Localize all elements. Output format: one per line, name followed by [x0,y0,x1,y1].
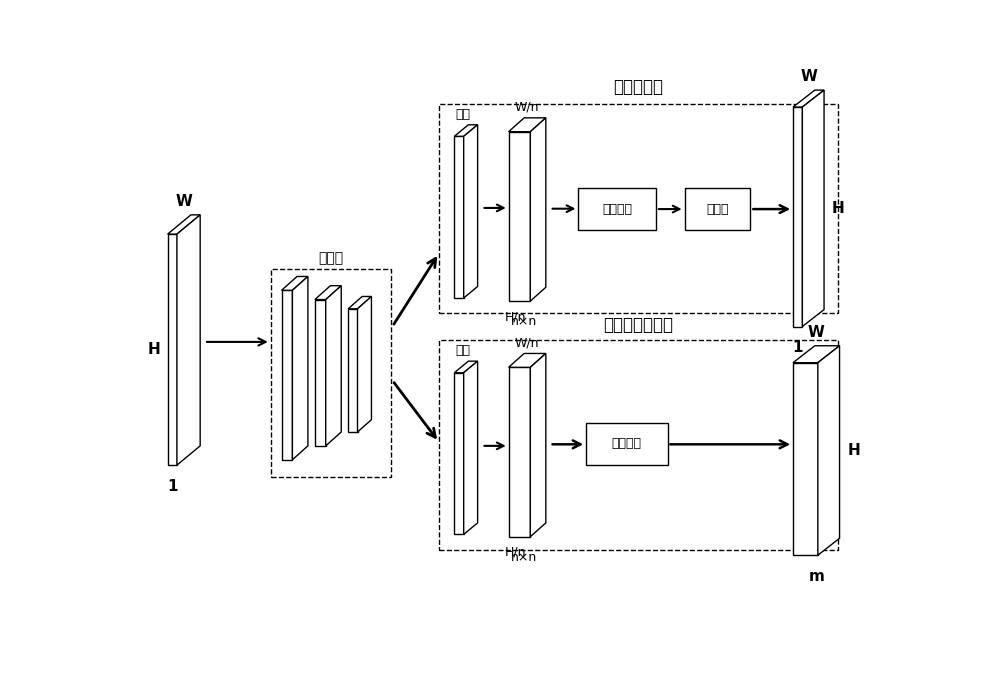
Text: W: W [175,193,192,209]
Polygon shape [793,107,802,326]
Polygon shape [454,361,478,373]
Polygon shape [177,215,200,465]
Polygon shape [358,297,371,432]
Polygon shape [578,188,656,231]
Text: W: W [808,325,825,340]
Polygon shape [348,297,371,309]
Polygon shape [464,361,478,534]
Text: H: H [147,342,160,357]
Text: H: H [832,201,845,216]
Polygon shape [509,118,546,131]
Polygon shape [793,90,824,107]
Polygon shape [454,136,464,298]
Polygon shape [454,125,478,136]
Polygon shape [530,353,546,537]
Polygon shape [802,90,824,326]
Polygon shape [530,118,546,301]
Polygon shape [509,131,530,301]
Text: 升采样: 升采样 [706,203,729,216]
Text: 编码器: 编码器 [318,251,343,265]
Text: 卷积: 卷积 [455,108,470,121]
Polygon shape [818,346,840,555]
Polygon shape [282,290,292,460]
Text: W/n: W/n [515,336,539,350]
Text: m: m [808,569,824,584]
Polygon shape [348,309,358,432]
Polygon shape [315,286,341,299]
Polygon shape [509,353,546,367]
Text: 1: 1 [167,479,178,494]
Polygon shape [282,276,308,290]
Text: 1: 1 [792,340,803,355]
Text: n×n: n×n [511,551,537,563]
Text: W/n: W/n [515,101,539,114]
Polygon shape [793,346,840,363]
Text: n×n: n×n [511,315,537,328]
Polygon shape [315,299,326,446]
Text: 特征描述子提取: 特征描述子提取 [603,316,673,334]
Polygon shape [509,367,530,537]
Polygon shape [326,286,341,446]
Text: 特征点提取: 特征点提取 [613,78,663,96]
Text: H/n: H/n [505,310,526,324]
Text: 概率模型: 概率模型 [602,203,632,216]
Polygon shape [168,215,200,234]
Text: 卷积: 卷积 [455,344,470,357]
Polygon shape [586,423,668,465]
Text: H: H [847,443,860,458]
Polygon shape [685,188,750,231]
Text: 插值运算: 插值运算 [612,437,642,450]
Polygon shape [464,125,478,298]
Polygon shape [793,363,818,555]
Text: H/n: H/n [505,546,526,559]
Polygon shape [454,373,464,534]
Text: W: W [800,69,817,84]
Polygon shape [292,276,308,460]
Polygon shape [168,234,177,465]
